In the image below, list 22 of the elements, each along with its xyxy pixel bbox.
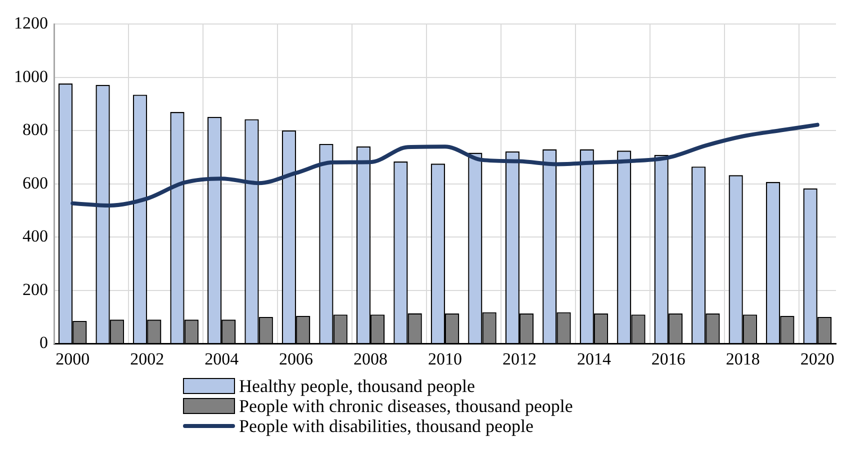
- y-tick-label: 400: [22, 226, 48, 246]
- x-tick-label: 2004: [204, 349, 240, 368]
- y-tick-label: 0: [40, 333, 48, 352]
- x-tick-label: 2010: [428, 349, 462, 368]
- x-tick-label: 2002: [130, 349, 164, 368]
- legend-label: Healthy people, thousand people: [239, 376, 475, 396]
- x-tick-label: 2000: [56, 349, 90, 368]
- x-tick-label: 2012: [502, 349, 536, 368]
- y-tick-label: 600: [22, 173, 48, 192]
- y-tick-label: 1000: [14, 66, 48, 86]
- legend-label: People with disabilities, thousand people: [239, 416, 534, 436]
- x-tick-label: 2020: [800, 349, 834, 368]
- y-tick-label: 200: [22, 280, 48, 299]
- legend-label: People with chronic diseases, thousand people: [239, 396, 573, 416]
- y-tick-label: 1200: [14, 14, 48, 33]
- x-tick-label: 2008: [354, 349, 388, 368]
- x-tick-label: 2014: [576, 349, 612, 368]
- x-tick-label: 2016: [651, 349, 686, 368]
- y-tick-label: 800: [22, 120, 48, 140]
- line-series: [70, 122, 820, 208]
- x-tick-label: 2018: [726, 349, 760, 368]
- x-tick-label: 2006: [279, 349, 314, 368]
